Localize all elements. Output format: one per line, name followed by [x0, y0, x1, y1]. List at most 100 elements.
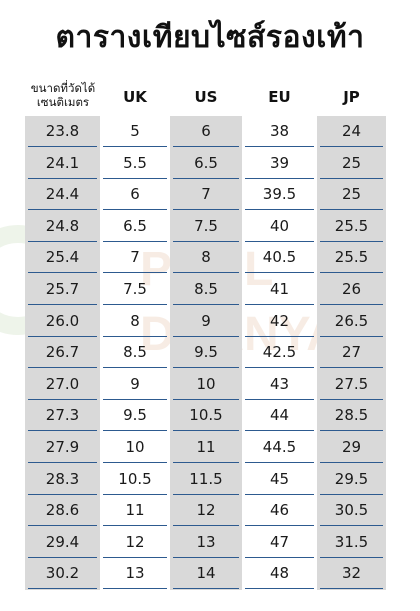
- cell-us: 10: [196, 374, 216, 393]
- cell-uk: 6.5: [123, 216, 147, 235]
- cell-us: 7: [201, 185, 211, 204]
- table-row: 30.2 13 14 48 32: [0, 558, 420, 590]
- table-row: 25.4 7 8 40.5 25.5: [0, 242, 420, 274]
- cell-uk: 7.5: [123, 280, 147, 298]
- row-divider: [245, 462, 314, 463]
- table-row: 27.0 9 10 43 27.5: [0, 369, 420, 400]
- cell-jp: 29: [341, 438, 362, 456]
- row-divider: [28, 209, 97, 211]
- table-row: 23.8 5 6 38 24: [0, 116, 420, 147]
- row-divider: [103, 525, 167, 527]
- cell-eu: 39: [269, 153, 290, 172]
- us-column-shade: [170, 116, 242, 590]
- cell-jp: 27: [341, 343, 362, 362]
- row-divider: [103, 304, 167, 305]
- row-divider: [103, 556, 167, 558]
- table-row: 28.6 11 12 46 30.5: [0, 495, 420, 527]
- header-cm-line1: ขนาดที่วัดได้: [30, 81, 96, 95]
- row-divider: [320, 272, 383, 274]
- cell-jp: 25.5: [334, 216, 369, 235]
- row-divider: [173, 209, 239, 211]
- cell-uk: 8.5: [123, 343, 147, 362]
- header-jp: JP: [343, 88, 360, 106]
- cell-jp: 28.5: [334, 406, 369, 425]
- row-divider: [320, 240, 383, 242]
- cell-uk: 5: [130, 122, 140, 140]
- row-divider: [320, 556, 383, 558]
- cell-jp: 26: [341, 280, 362, 298]
- cell-us: 10.5: [189, 406, 223, 425]
- cell-cm: 27.0: [45, 374, 80, 393]
- row-divider: [103, 493, 167, 495]
- cell-us: 9.5: [194, 343, 218, 362]
- row-divider: [320, 146, 383, 147]
- row-divider: [103, 367, 167, 369]
- row-divider: [245, 304, 314, 305]
- cell-eu: 47: [269, 532, 290, 551]
- cell-cm: 27.3: [45, 406, 80, 425]
- cell-eu: 45: [269, 469, 290, 488]
- row-divider: [173, 398, 239, 400]
- row-divider: [28, 430, 97, 432]
- cell-jp: 25: [341, 153, 362, 172]
- cell-eu: 42.5: [262, 343, 297, 362]
- table-row: 25.7 7.5 8.5 41 26: [0, 274, 420, 305]
- cell-jp: 30.5: [334, 501, 369, 520]
- cell-us: 6: [201, 122, 211, 140]
- table-row: 26.7 8.5 9.5 42.5 27: [0, 337, 420, 369]
- cell-eu: 48: [269, 564, 290, 583]
- row-divider: [320, 209, 383, 211]
- row-divider: [245, 146, 314, 147]
- row-divider: [173, 146, 239, 147]
- row-divider: [28, 146, 97, 147]
- row-divider: [320, 430, 383, 432]
- row-divider: [103, 462, 167, 463]
- row-divider: [28, 556, 97, 558]
- cell-cm: 30.2: [45, 564, 80, 583]
- cell-eu: 40: [269, 216, 290, 235]
- cell-cm: 27.9: [45, 438, 80, 456]
- header-cm-line2: เซนติเมตร: [36, 95, 90, 109]
- table-row: 28.3 10.5 11.5 45 29.5: [0, 464, 420, 495]
- cell-cm: 28.6: [45, 501, 80, 520]
- cell-cm: 23.8: [45, 122, 80, 140]
- cell-us: 8: [201, 248, 211, 267]
- row-divider: [320, 525, 383, 527]
- cell-cm: 25.4: [45, 248, 80, 267]
- cell-uk: 11: [125, 501, 145, 520]
- row-divider: [320, 588, 383, 590]
- table-row: 26.0 8 9 42 26.5: [0, 306, 420, 337]
- table-row: 29.4 12 13 47 31.5: [0, 527, 420, 558]
- row-divider: [28, 588, 97, 590]
- row-divider: [28, 335, 97, 337]
- cell-uk: 9: [130, 374, 140, 393]
- cell-us: 9: [201, 311, 211, 330]
- cell-jp: 24: [341, 122, 362, 140]
- jp-column-shade: [317, 116, 386, 590]
- row-divider: [173, 462, 239, 463]
- cell-uk: 8: [130, 311, 140, 330]
- row-divider: [173, 525, 239, 527]
- row-divider: [28, 525, 97, 527]
- cell-jp: 31.5: [334, 532, 369, 551]
- row-divider: [320, 367, 383, 369]
- row-divider: [28, 493, 97, 495]
- cell-eu: 38: [269, 122, 290, 140]
- row-divider: [103, 588, 167, 590]
- row-divider: [28, 240, 97, 242]
- cell-cm: 24.4: [45, 185, 80, 204]
- row-divider: [173, 335, 239, 337]
- row-divider: [245, 367, 314, 369]
- table-row: 27.3 9.5 10.5 44 28.5: [0, 400, 420, 432]
- row-divider: [103, 398, 167, 400]
- header-us: US: [194, 88, 218, 106]
- row-divider: [245, 525, 314, 527]
- row-divider: [28, 272, 97, 274]
- page-title: ตารางเทียบไซส์รองเท้า: [55, 20, 365, 55]
- cell-cm: 24.1: [45, 153, 80, 172]
- cell-us: 14: [196, 564, 216, 583]
- cell-eu: 39.5: [262, 185, 297, 204]
- row-divider: [103, 430, 167, 432]
- table-row: 24.8 6.5 7.5 40 25.5: [0, 211, 420, 242]
- row-divider: [173, 177, 239, 179]
